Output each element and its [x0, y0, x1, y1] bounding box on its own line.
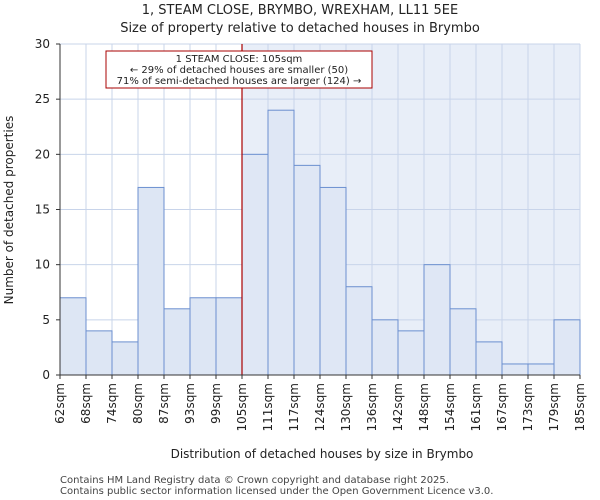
x-tick-label: 74sqm: [105, 383, 119, 424]
x-tick-label: 142sqm: [391, 383, 405, 431]
x-tick-label: 87sqm: [157, 383, 171, 424]
x-tick-label: 130sqm: [339, 383, 353, 431]
x-tick-label: 105sqm: [235, 383, 249, 431]
x-tick-label: 167sqm: [495, 383, 509, 431]
bar-154sqm: [449, 308, 477, 376]
y-tick-label: 30: [35, 37, 50, 51]
annotation-line-1: 1 STEAM CLOSE: 105sqm: [176, 54, 303, 65]
x-tick-label: 185sqm: [573, 383, 587, 431]
x-tick-label: 62sqm: [53, 383, 67, 424]
x-tick-label: 68sqm: [79, 383, 93, 424]
bar-124sqm: [319, 186, 347, 376]
bar-68sqm: [85, 330, 113, 376]
footer-line-2: Contains public sector information licen…: [60, 486, 493, 497]
y-tick-label: 20: [35, 147, 50, 161]
x-tick-labels: 62sqm 68sqm 74sqm 80sqm 87sqm 93sqm 99sqm 105sq…: [53, 375, 587, 431]
bar-167sqm: [501, 363, 529, 376]
bar-80sqm: [137, 186, 165, 376]
chart-title: 1, STEAM CLOSE, BRYMBO, WREXHAM, LL11 5E…: [142, 3, 458, 18]
bar-74sqm: [111, 341, 139, 376]
x-tick-label: 161sqm: [469, 383, 483, 431]
x-tick-label: 99sqm: [209, 383, 223, 424]
annotation-border: [105, 50, 373, 89]
bar-130sqm: [345, 286, 373, 376]
bar-62sqm: [59, 297, 87, 376]
x-tick-label: 111sqm: [261, 383, 275, 431]
x-axis-label: Distribution of detached houses by size …: [171, 447, 474, 461]
x-tick-label: 124sqm: [313, 383, 327, 431]
bar-142sqm: [397, 330, 425, 376]
x-tick-label: 80sqm: [131, 383, 145, 424]
bar-148sqm: [423, 264, 451, 376]
x-tick-label: 173sqm: [521, 383, 535, 431]
y-tick-labels: 0 5 10 15 20 25 30: [35, 37, 60, 382]
y-tick-label: 15: [35, 203, 50, 217]
annotation-line-2: ← 29% of detached houses are smaller (50…: [130, 65, 348, 76]
annotation-line-3: 71% of semi-detached houses are larger (…: [117, 76, 362, 87]
x-tick-label: 148sqm: [417, 383, 431, 431]
bar-87sqm: [163, 308, 191, 376]
y-axis-label: Number of detached properties: [2, 116, 16, 305]
y-tick-label: 10: [35, 258, 50, 272]
y-tick-label: 25: [35, 92, 50, 106]
y-tick-label: 0: [42, 368, 50, 382]
plot-area: 0 5 10 15 20 25 30 62sqm 68sqm 74sqm 80sqm 87sqm 93…: [35, 37, 587, 431]
bar-179sqm: [553, 319, 581, 376]
annotation-box: 1 STEAM CLOSE: 105sqm ← 29% of detached …: [105, 50, 373, 89]
chart-subtitle: Size of property relative to detached ho…: [120, 21, 480, 36]
bar-136sqm: [371, 319, 399, 376]
bar-173sqm: [527, 363, 555, 376]
bar-161sqm: [475, 341, 503, 376]
bar-117sqm: [293, 164, 321, 376]
x-tick-label: 136sqm: [365, 383, 379, 431]
bar-105sqm: [241, 153, 269, 376]
x-tick-label: 117sqm: [287, 383, 301, 431]
footer-line-1: Contains HM Land Registry data © Crown c…: [60, 475, 449, 486]
x-tick-label: 179sqm: [547, 383, 561, 431]
x-tick-label: 93sqm: [183, 383, 197, 424]
bar-99sqm: [215, 297, 243, 376]
bar-111sqm: [267, 109, 295, 376]
bars: [59, 109, 581, 376]
y-tick-label: 5: [42, 313, 50, 327]
bar-93sqm: [189, 297, 217, 376]
x-tick-label: 154sqm: [443, 383, 457, 431]
